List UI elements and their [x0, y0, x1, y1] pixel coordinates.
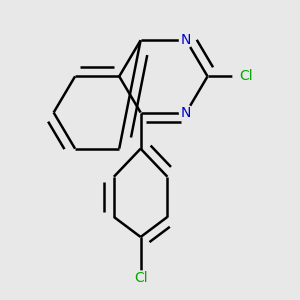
- Ellipse shape: [179, 105, 193, 120]
- Text: Cl: Cl: [134, 272, 147, 286]
- Ellipse shape: [127, 271, 154, 286]
- Ellipse shape: [179, 33, 193, 48]
- Text: N: N: [181, 33, 191, 47]
- Text: Cl: Cl: [240, 69, 253, 83]
- Ellipse shape: [233, 69, 260, 84]
- Text: N: N: [181, 106, 191, 119]
